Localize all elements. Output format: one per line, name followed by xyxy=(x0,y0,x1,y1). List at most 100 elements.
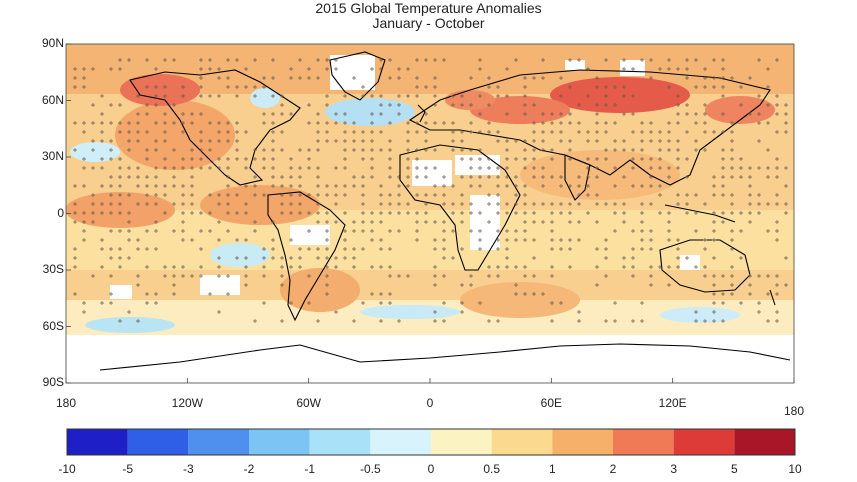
significance-plus xyxy=(217,238,221,242)
significance-plus xyxy=(748,166,752,170)
significance-plus xyxy=(658,157,662,161)
significance-plus xyxy=(118,130,122,134)
north-atlantic-cool-spot xyxy=(325,98,415,126)
significance-plus xyxy=(406,211,410,215)
significance-plus xyxy=(577,238,581,242)
significance-plus xyxy=(487,193,491,197)
significance-plus xyxy=(532,175,536,179)
significance-plus xyxy=(325,121,329,125)
significance-plus xyxy=(523,220,527,224)
significance-plus xyxy=(748,184,752,188)
significance-plus xyxy=(523,202,527,206)
significance-plus xyxy=(640,148,644,152)
significance-plus xyxy=(712,301,716,305)
significance-plus xyxy=(433,166,437,170)
significance-plus xyxy=(82,157,86,161)
significance-plus xyxy=(217,310,221,314)
significance-plus xyxy=(433,58,437,62)
significance-plus xyxy=(505,238,509,242)
significance-plus xyxy=(622,58,626,62)
significance-plus xyxy=(478,148,482,152)
significance-plus xyxy=(217,157,221,161)
significance-plus xyxy=(388,103,392,107)
significance-plus xyxy=(613,166,617,170)
significance-plus xyxy=(586,130,590,134)
significance-plus xyxy=(487,130,491,134)
significance-plus xyxy=(181,274,185,278)
significance-plus xyxy=(217,121,221,125)
significance-plus xyxy=(181,112,185,116)
significance-plus xyxy=(82,85,86,89)
significance-plus xyxy=(433,265,437,269)
significance-plus xyxy=(244,157,248,161)
significance-plus xyxy=(640,247,644,251)
significance-plus xyxy=(172,274,176,278)
significance-plus xyxy=(145,130,149,134)
significance-plus xyxy=(523,94,527,98)
significance-plus xyxy=(496,184,500,188)
significance-plus xyxy=(73,220,77,224)
significance-plus xyxy=(739,301,743,305)
significance-plus xyxy=(118,247,122,251)
significance-plus xyxy=(532,103,536,107)
significance-plus xyxy=(586,211,590,215)
significance-plus xyxy=(172,166,176,170)
significance-plus xyxy=(118,319,122,323)
significance-plus xyxy=(442,238,446,242)
significance-plus xyxy=(379,103,383,107)
significance-plus xyxy=(217,166,221,170)
significance-plus xyxy=(721,157,725,161)
significance-plus xyxy=(109,202,113,206)
significance-plus xyxy=(604,130,608,134)
significance-plus xyxy=(262,301,266,305)
significance-plus xyxy=(163,58,167,62)
significance-plus xyxy=(379,148,383,152)
significance-plus xyxy=(298,193,302,197)
significance-plus xyxy=(460,247,464,251)
significance-plus xyxy=(505,247,509,251)
significance-plus xyxy=(757,166,761,170)
significance-plus xyxy=(73,202,77,206)
hudson-cool xyxy=(250,88,280,108)
significance-plus xyxy=(271,184,275,188)
significance-plus xyxy=(649,58,653,62)
significance-plus xyxy=(505,94,509,98)
significance-plus xyxy=(415,94,419,98)
significance-plus xyxy=(406,175,410,179)
significance-plus xyxy=(109,274,113,278)
amazon-no-data xyxy=(290,225,330,245)
significance-plus xyxy=(406,202,410,206)
significance-plus xyxy=(748,193,752,197)
significance-plus xyxy=(505,67,509,71)
significance-plus xyxy=(145,157,149,161)
significance-plus xyxy=(631,148,635,152)
significance-plus xyxy=(397,94,401,98)
significance-plus xyxy=(622,175,626,179)
significance-plus xyxy=(721,274,725,278)
significance-plus xyxy=(649,76,653,80)
significance-plus xyxy=(721,184,725,188)
significance-plus xyxy=(685,202,689,206)
significance-plus xyxy=(316,139,320,143)
significance-plus xyxy=(271,112,275,116)
significance-plus xyxy=(127,175,131,179)
significance-plus xyxy=(766,202,770,206)
colorbar-swatch xyxy=(613,429,674,455)
significance-plus xyxy=(460,202,464,206)
significance-plus xyxy=(262,148,266,152)
significance-plus xyxy=(631,166,635,170)
significance-plus xyxy=(379,193,383,197)
significance-plus xyxy=(307,274,311,278)
significance-plus xyxy=(244,265,248,269)
significance-plus xyxy=(289,202,293,206)
significance-plus xyxy=(523,238,527,242)
significance-plus xyxy=(100,265,104,269)
significance-plus xyxy=(172,148,176,152)
antarctic-no-data xyxy=(66,335,794,383)
significance-plus xyxy=(172,184,176,188)
significance-plus xyxy=(775,94,779,98)
significance-plus xyxy=(433,247,437,251)
significance-plus xyxy=(370,229,374,233)
significance-plus xyxy=(82,229,86,233)
significance-plus xyxy=(217,139,221,143)
